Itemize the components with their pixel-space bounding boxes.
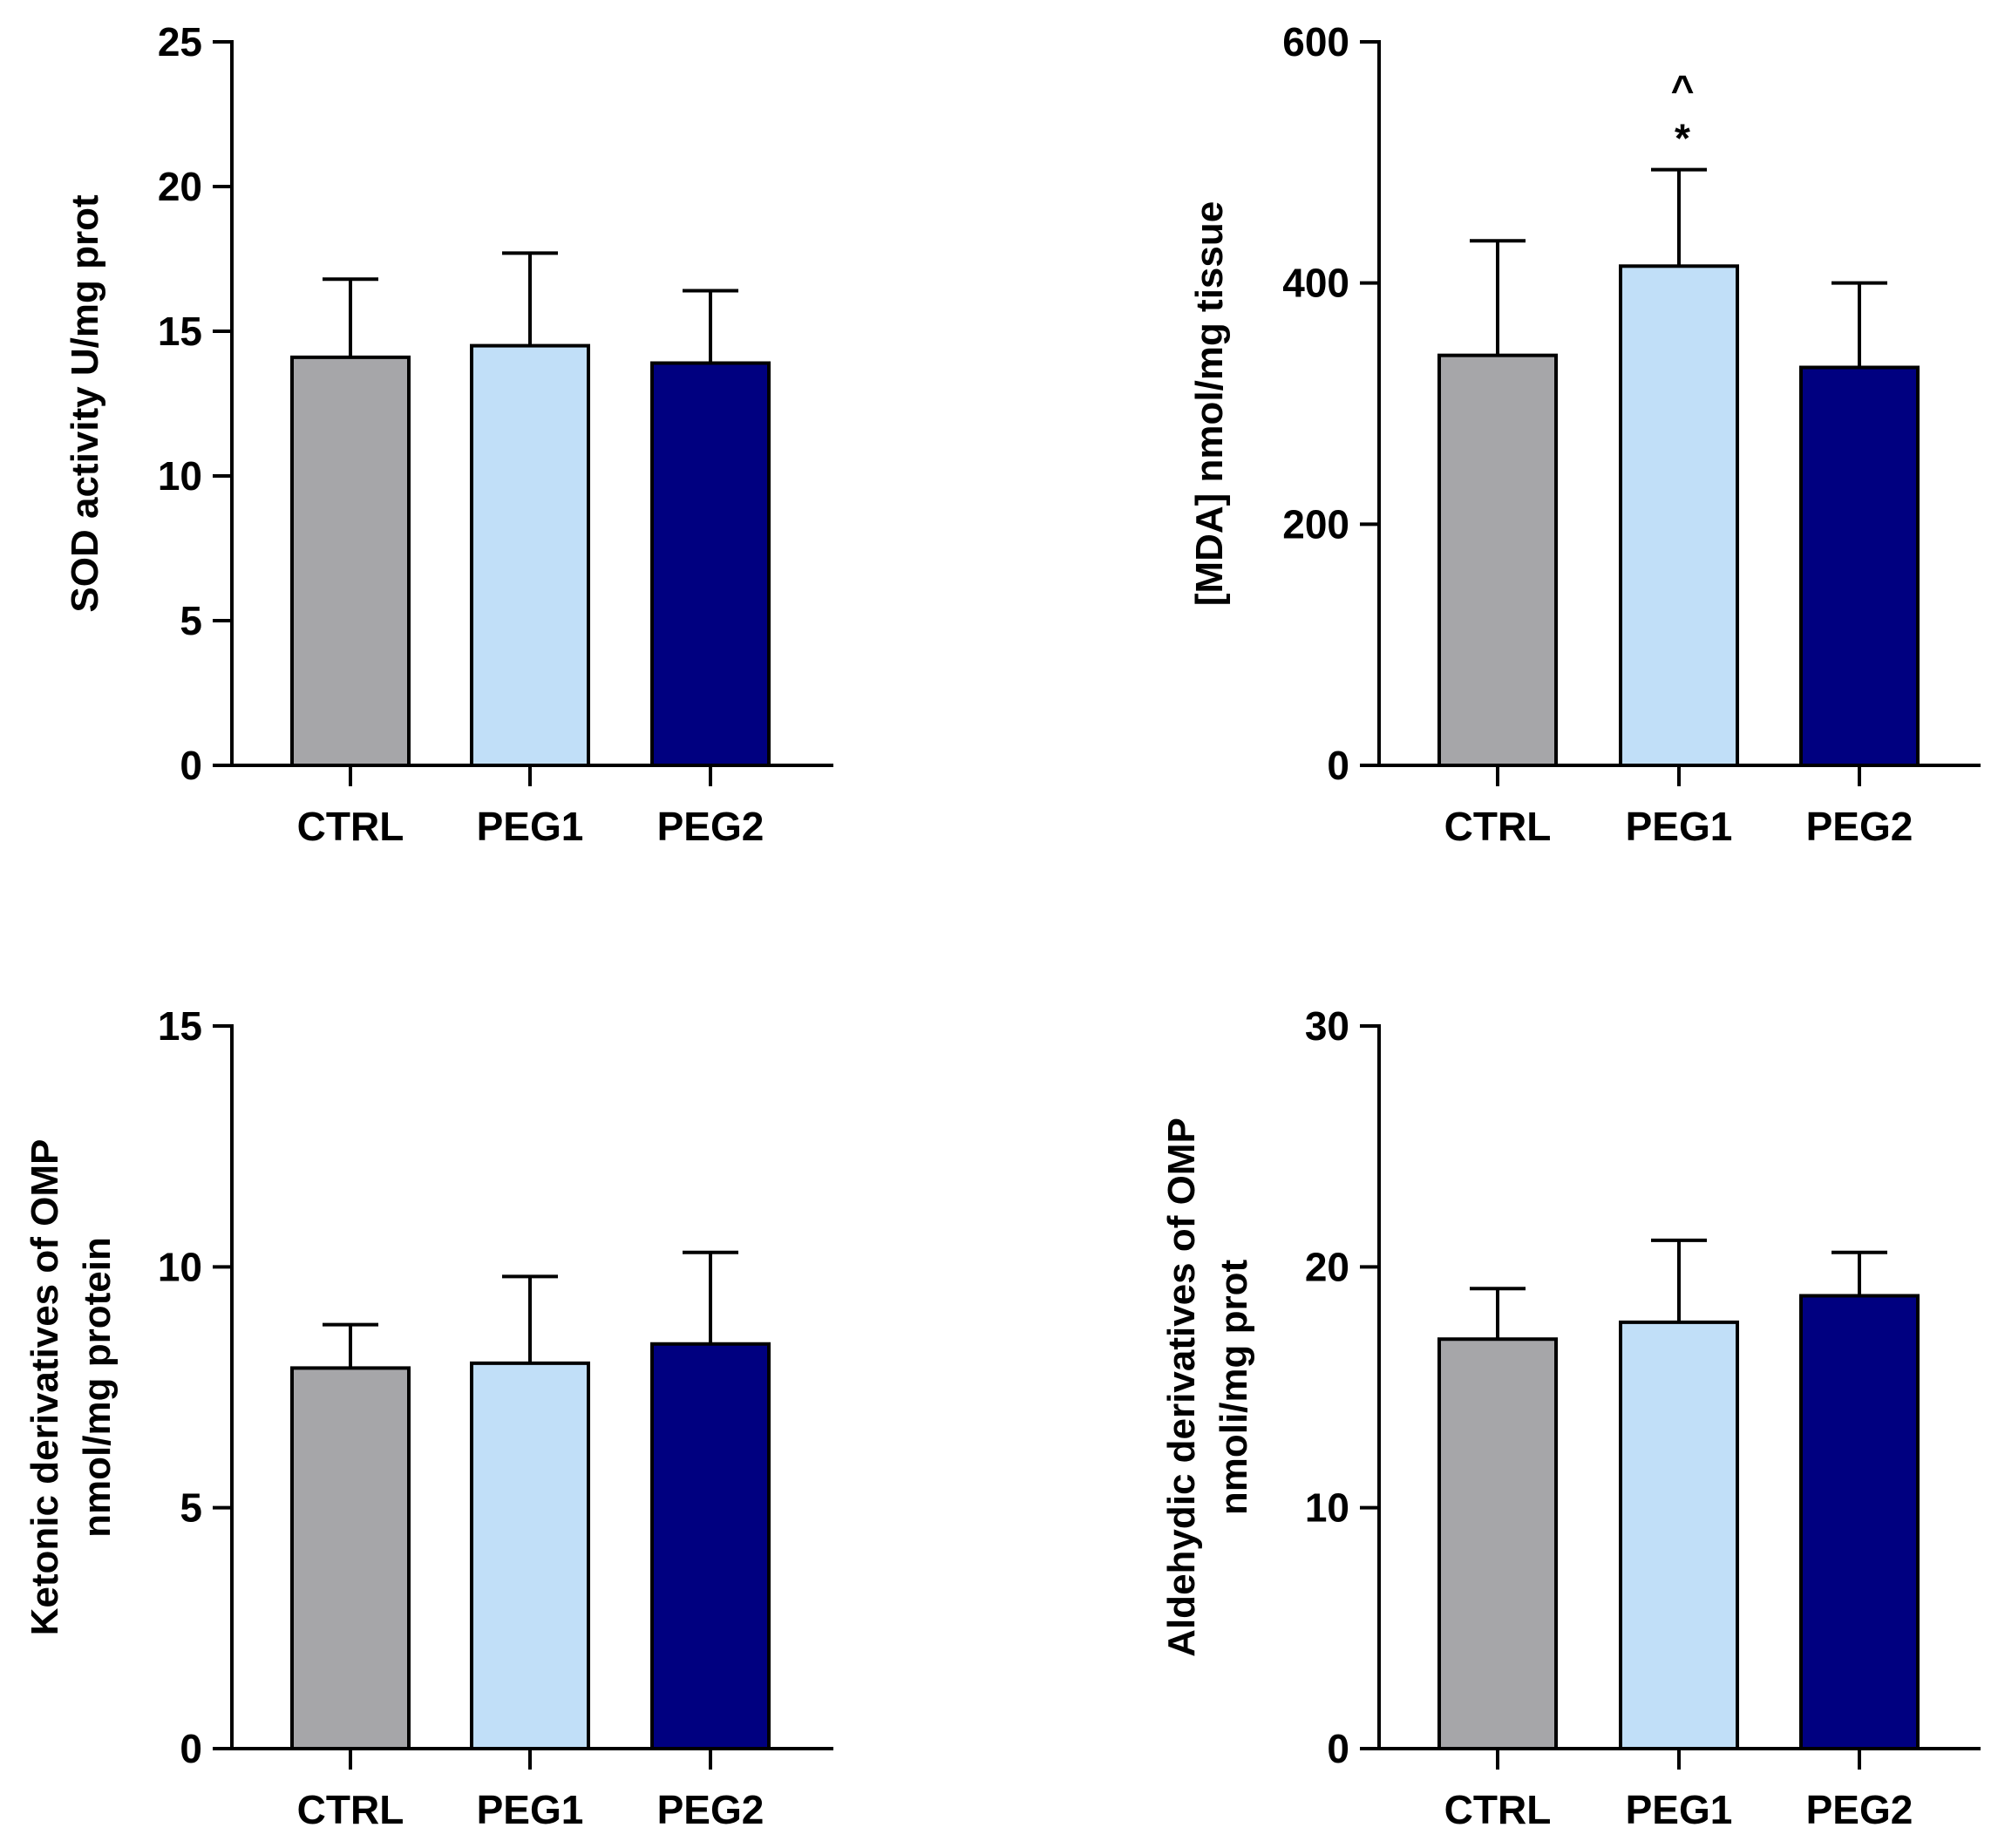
significance-mark: ^ xyxy=(1671,67,1695,112)
y-tick-label: 20 xyxy=(1305,1244,1349,1289)
y-axis-title: Ketonic derivatives of OMP xyxy=(24,1139,66,1636)
y-axis-title: Aldehydic derivatives of OMP xyxy=(1160,1118,1203,1657)
y-tick-label: 5 xyxy=(180,598,202,643)
y-axis-title: nmoli/mg prot xyxy=(1213,1260,1255,1516)
y-tick-label: 400 xyxy=(1282,261,1349,306)
y-axis-title: [MDA] nmol/mg tissue xyxy=(1188,201,1231,606)
bar-peg1 xyxy=(470,343,590,767)
x-tick-label-peg2: PEG2 xyxy=(657,1787,765,1832)
y-tick-label: 10 xyxy=(158,453,202,499)
x-tick-label-ctrl: CTRL xyxy=(1444,1787,1552,1832)
y-tick-label: 0 xyxy=(1327,743,1349,788)
x-tick-label-peg1: PEG1 xyxy=(1626,1787,1733,1832)
x-tick-label-ctrl: CTRL xyxy=(297,1787,404,1832)
y-axis-title: nmol/mg protein xyxy=(76,1237,119,1538)
bar-ctrl xyxy=(290,355,411,767)
x-tick-label-ctrl: CTRL xyxy=(1444,804,1552,849)
x-tick-label-peg2: PEG2 xyxy=(1806,804,1913,849)
bar-peg2 xyxy=(650,361,771,767)
x-tick-label-ctrl: CTRL xyxy=(297,804,404,849)
x-tick-label-peg2: PEG2 xyxy=(657,804,765,849)
y-tick-label: 20 xyxy=(158,164,202,209)
y-tick-label: 15 xyxy=(158,309,202,354)
panel-ketonic-derivatives: 0 5 10 15 CTRL PEG1 PEG2 Ketonic derivatives of… xyxy=(24,1003,833,1832)
bar-ctrl xyxy=(1437,1337,1558,1750)
significance-mark: * xyxy=(1675,116,1690,161)
y-axis-title: SOD activity U/mg prot xyxy=(64,194,106,613)
x-tick-label-peg1: PEG1 xyxy=(1626,804,1733,849)
y-tick-label: 15 xyxy=(158,1003,202,1049)
y-tick-label: 0 xyxy=(1327,1726,1349,1771)
x-tick-label-peg2: PEG2 xyxy=(1806,1787,1913,1832)
bar-peg1 xyxy=(1619,1320,1739,1750)
y-tick-label: 5 xyxy=(180,1485,202,1531)
panel-mda: 0 200 400 600 CTRL PEG1 PEG2 [MDA] nmol/mg tiss… xyxy=(1188,19,1981,849)
bar-peg2 xyxy=(1799,1294,1920,1750)
y-tick-label: 10 xyxy=(158,1244,202,1289)
bar-peg1 xyxy=(1619,264,1739,767)
y-tick-label: 0 xyxy=(180,1726,202,1771)
bar-peg1 xyxy=(470,1361,590,1751)
panel-sod-activity: 0 5 10 15 20 25 CTRL PEG1 PEG2 SOD activity U/mg … xyxy=(64,19,833,849)
bar-peg2 xyxy=(1799,365,1920,767)
panel-aldehydic-derivatives: 0 10 20 30 CTRL PEG1 PEG2 Aldehydic derivatives… xyxy=(1160,1003,1981,1832)
y-tick-label: 25 xyxy=(158,19,202,65)
y-tick-label: 0 xyxy=(180,743,202,788)
x-tick-label-peg1: PEG1 xyxy=(477,804,584,849)
x-tick-label-peg1: PEG1 xyxy=(477,1787,584,1832)
y-tick-label: 600 xyxy=(1282,19,1349,65)
bar-peg2 xyxy=(650,1342,771,1750)
y-tick-label: 30 xyxy=(1305,1003,1349,1049)
y-tick-label: 10 xyxy=(1305,1485,1349,1531)
y-tick-label: 200 xyxy=(1282,501,1349,547)
bar-ctrl xyxy=(1437,353,1558,767)
bar-ctrl xyxy=(290,1366,411,1750)
